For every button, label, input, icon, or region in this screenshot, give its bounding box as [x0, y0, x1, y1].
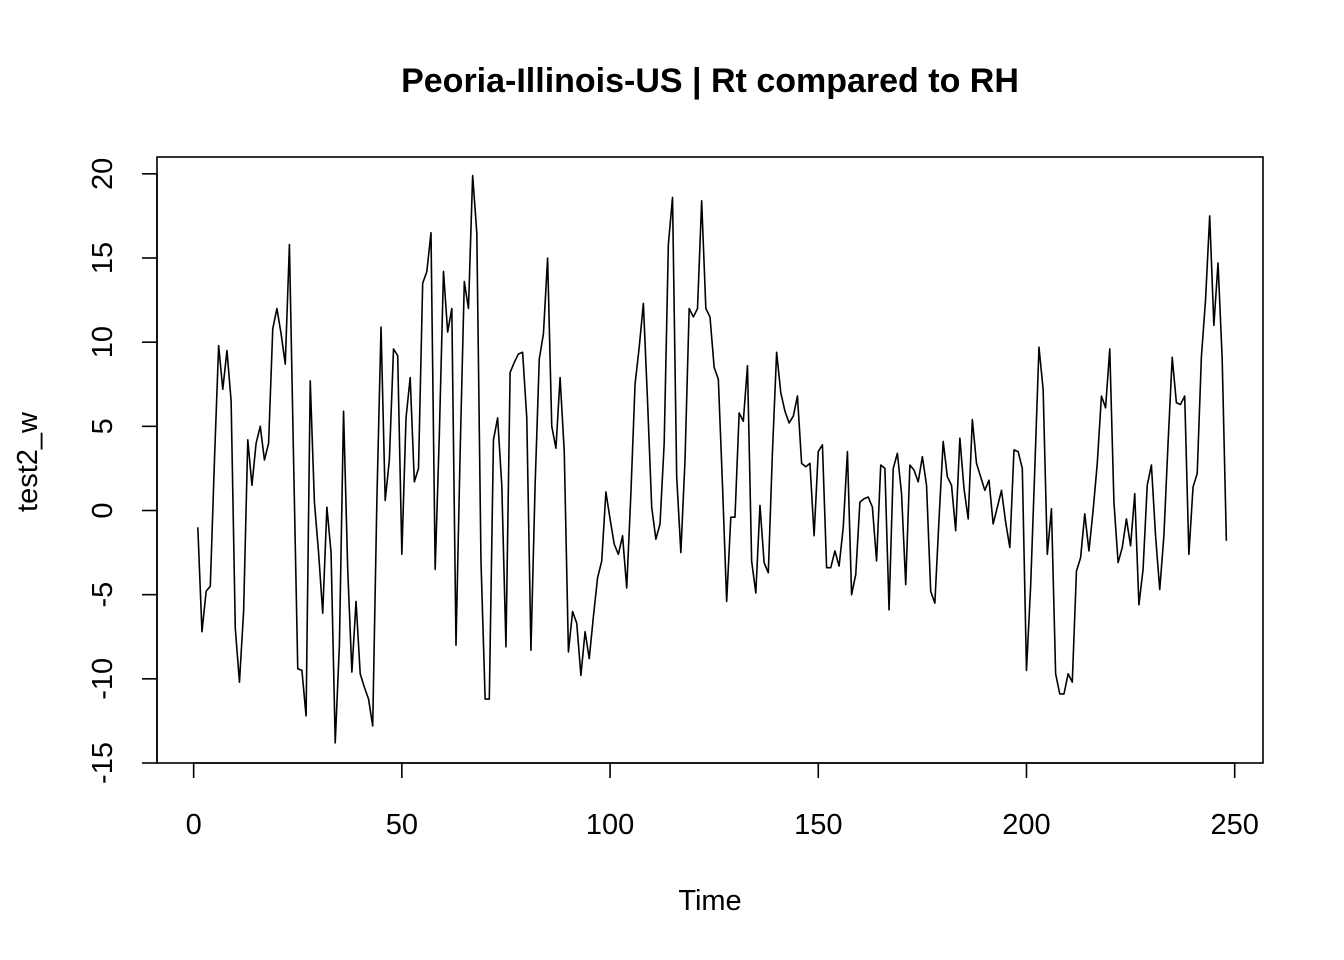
chart-title: Peoria-Illinois-US | Rt compared to RH [401, 62, 1019, 100]
x-tick-label: 250 [1210, 809, 1258, 841]
y-axis-label: test2_w [12, 411, 44, 512]
y-tick-label: -10 [87, 658, 119, 700]
x-axis-label: Time [678, 885, 741, 917]
x-tick-label: 200 [1002, 809, 1050, 841]
y-tick-label: 5 [87, 418, 119, 434]
x-tick-label: 50 [386, 809, 418, 841]
y-tick-label: -5 [87, 582, 119, 608]
y-tick-label: -15 [87, 742, 119, 784]
y-tick-label: 0 [87, 502, 119, 518]
y-tick-label: 20 [87, 158, 119, 190]
series-line [197, 174, 1228, 744]
y-tick-label: 15 [87, 242, 119, 274]
x-tick-label: 150 [794, 809, 842, 841]
x-tick-label: 100 [586, 809, 634, 841]
x-tick-label: 0 [186, 809, 202, 841]
x-axis: 0 50 100 150 200 250 [186, 762, 1259, 841]
y-tick-label: 10 [87, 326, 119, 358]
y-axis: -15 -10 -5 0 5 10 15 20 [87, 158, 158, 784]
